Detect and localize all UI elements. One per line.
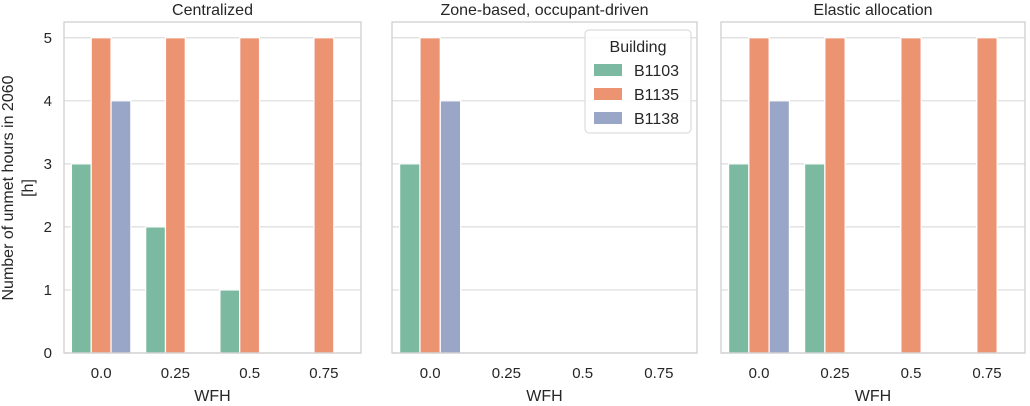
x-axis-label: WFH <box>855 388 891 405</box>
x-tick-label: 0.75 <box>644 365 673 382</box>
bar-b1135-0.75 <box>313 37 335 354</box>
bar-b1135-0.0 <box>90 37 112 354</box>
x-tick-label: 0.25 <box>161 365 190 382</box>
bar-b1103-0.0 <box>399 163 421 354</box>
bar-b1138-0.0 <box>768 100 791 354</box>
x-tick-label: 0.5 <box>901 365 922 382</box>
x-tick-label: 0.5 <box>572 365 593 382</box>
bar-b1103-0.25 <box>803 163 826 354</box>
bar-b1138-0.0 <box>110 100 132 354</box>
bar-b1103-0.25 <box>145 226 167 354</box>
y-tick-label: 0 <box>44 345 52 362</box>
bar-b1103-0.5 <box>219 289 241 354</box>
y-tick-label: 3 <box>44 156 52 173</box>
panel-title: Elastic allocation <box>813 2 932 19</box>
x-axis-label: WFH <box>194 388 230 405</box>
x-tick-label: 0.75 <box>972 365 1001 382</box>
legend: Building B1103 B1135 B1138 <box>584 29 692 134</box>
bar-b1135-0.5 <box>900 37 922 354</box>
panel-3: Elastic allocation 0.0 0.25 0.5 0.75 WFH <box>720 2 1026 405</box>
bar-b1103-0.0 <box>727 163 750 354</box>
legend-label-b1103: B1103 <box>634 63 679 80</box>
panel-2: Zone-based, occupant-driven 0.0 0.25 0.5 0.7… <box>391 2 698 405</box>
bar-b1135-0.75 <box>976 37 998 354</box>
panel-frame <box>720 21 1026 354</box>
bar-b1103-0.0 <box>70 163 92 354</box>
legend-swatch-b1135 <box>594 88 622 100</box>
x-tick-label: 0.0 <box>91 365 112 382</box>
legend-label-b1135: B1135 <box>634 87 679 104</box>
panel-title: Zone-based, occupant-driven <box>440 2 648 19</box>
x-tick-label: 0.0 <box>749 365 770 382</box>
legend-swatch-b1138 <box>594 112 622 124</box>
legend-title: Building <box>610 39 667 56</box>
bar-b1135-0.0 <box>748 37 770 354</box>
bar-b1135-0.25 <box>824 37 846 354</box>
bar-b1135-0.25 <box>164 37 186 354</box>
y-axis-label: Number of unmet hours in 2060 [h] <box>0 75 37 300</box>
x-tick-label: 0.0 <box>420 365 441 382</box>
x-tick-label: 0.25 <box>492 365 521 382</box>
x-axis-label: WFH <box>526 388 562 405</box>
x-tick-label: 0.75 <box>309 365 338 382</box>
y-tick-label: 2 <box>44 219 52 236</box>
y-tick-label: 5 <box>44 30 52 47</box>
panel-frame <box>391 21 698 354</box>
legend-swatch-b1103 <box>594 64 622 76</box>
y-tick-label: 4 <box>44 93 52 110</box>
x-tick-label: 0.25 <box>820 365 849 382</box>
panel-1: Centralized 0.0 0.25 0.5 0.75 WFH 0 1 2 3 4 5 <box>44 2 362 405</box>
bar-b1135-0.0 <box>419 37 441 354</box>
y-axis-label-line: Number of unmet hours in 2060 <box>0 75 17 300</box>
x-tick-label: 0.5 <box>239 365 260 382</box>
y-axis-label-line: [h] <box>20 179 37 197</box>
bar-b1138-0.0 <box>439 100 462 354</box>
bar-b1135-0.5 <box>239 37 261 354</box>
panel-frame <box>63 21 362 354</box>
legend-box <box>584 29 692 134</box>
panel-title: Centralized <box>172 2 253 19</box>
legend-label-b1138: B1138 <box>634 111 679 128</box>
y-tick-label: 1 <box>44 282 52 299</box>
